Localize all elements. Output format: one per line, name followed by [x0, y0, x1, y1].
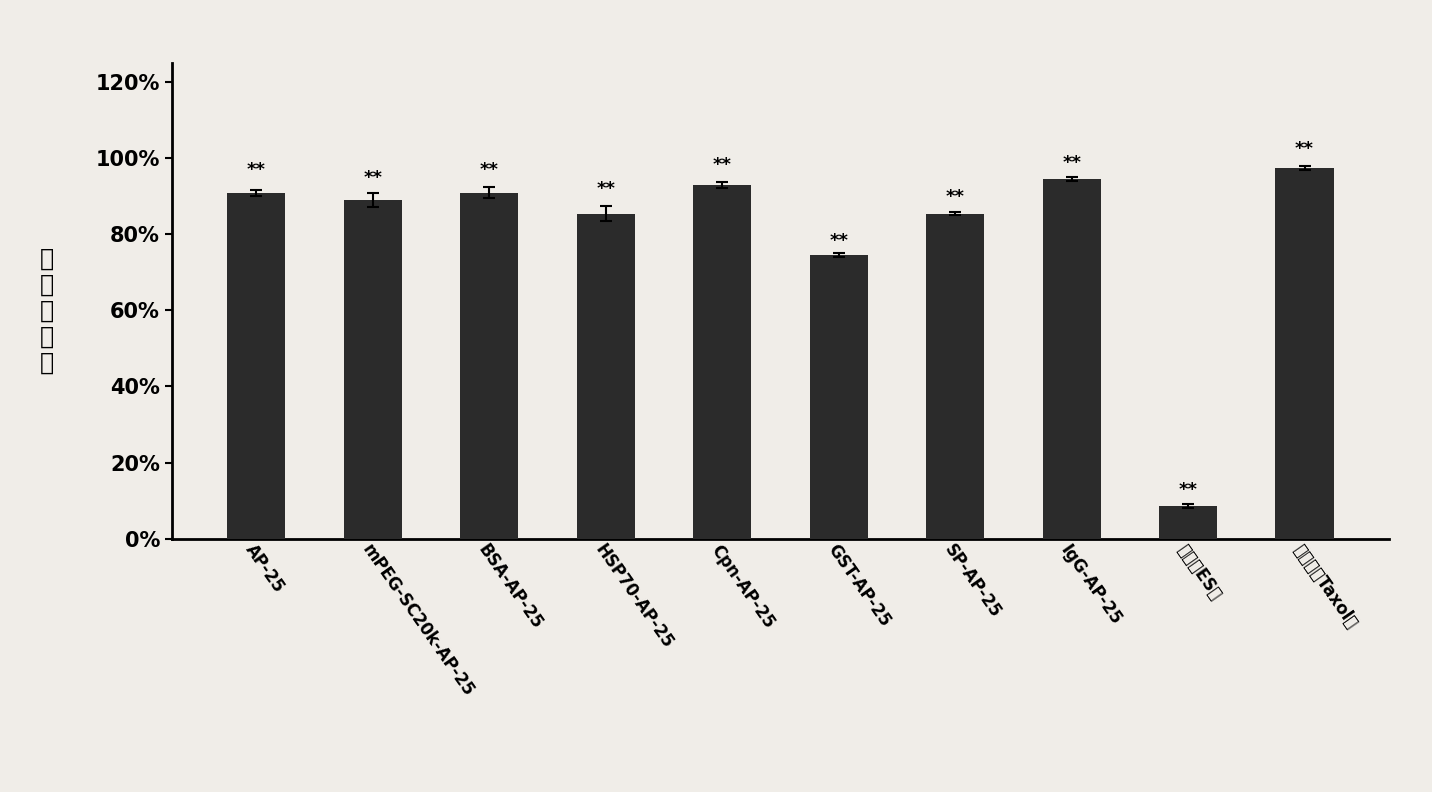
Bar [460, 192, 518, 539]
Bar [693, 185, 752, 539]
Bar [809, 255, 868, 539]
Bar [1158, 506, 1217, 539]
Text: **: ** [1295, 140, 1315, 158]
Text: 增
殖
抑
制
率: 增 殖 抑 制 率 [40, 246, 53, 375]
Text: **: ** [596, 181, 616, 198]
Text: **: ** [945, 188, 965, 206]
Text: **: ** [480, 162, 498, 179]
Bar [1276, 168, 1333, 539]
Text: **: ** [364, 169, 382, 187]
Text: **: ** [829, 231, 848, 249]
Bar [344, 200, 402, 539]
Text: **: ** [1179, 481, 1197, 499]
Text: **: ** [246, 162, 266, 179]
Text: **: ** [713, 155, 732, 173]
Bar [1042, 179, 1101, 539]
Bar [228, 192, 285, 539]
Bar [927, 214, 984, 539]
Text: **: ** [1063, 154, 1081, 172]
Bar [577, 214, 634, 539]
